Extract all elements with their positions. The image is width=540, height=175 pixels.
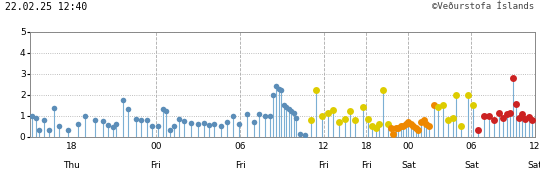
- Text: Fri: Fri: [235, 161, 246, 170]
- Text: 18: 18: [361, 142, 372, 151]
- Text: 12: 12: [529, 142, 540, 151]
- Text: Thu: Thu: [63, 161, 80, 170]
- Text: 22.02.25 12:40: 22.02.25 12:40: [5, 2, 87, 12]
- Text: Fri: Fri: [319, 161, 329, 170]
- Text: Sat: Sat: [401, 161, 416, 170]
- Text: 12: 12: [319, 142, 330, 151]
- Text: ©Veðurstofa Íslands: ©Veðurstofa Íslands: [433, 2, 535, 11]
- Text: 18: 18: [66, 142, 77, 151]
- Text: 06: 06: [465, 142, 477, 151]
- Text: Sat: Sat: [527, 161, 540, 170]
- Text: Fri: Fri: [151, 161, 161, 170]
- Text: Sat: Sat: [464, 161, 479, 170]
- Text: Fri: Fri: [361, 161, 372, 170]
- Text: 00: 00: [150, 142, 161, 151]
- Text: 00: 00: [403, 142, 414, 151]
- Text: 06: 06: [234, 142, 246, 151]
